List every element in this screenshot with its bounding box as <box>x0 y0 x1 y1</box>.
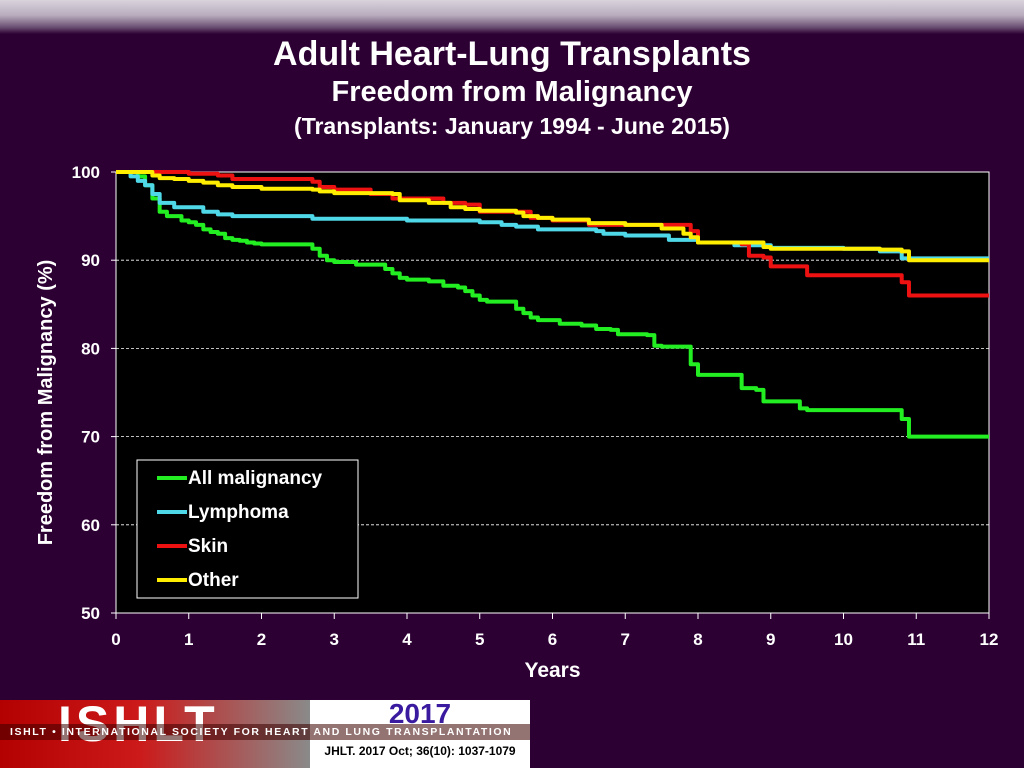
x-tick-label: 5 <box>475 630 484 649</box>
y-tick-label: 70 <box>81 428 100 447</box>
x-tick-label: 8 <box>693 630 702 649</box>
legend-label: Other <box>188 570 239 591</box>
legend-label: All malignancy <box>188 468 323 489</box>
x-tick-label: 10 <box>834 630 853 649</box>
x-tick-label: 7 <box>621 630 630 649</box>
y-tick-label: 80 <box>81 339 100 358</box>
x-tick-label: 9 <box>766 630 775 649</box>
legend-label: Skin <box>188 536 228 557</box>
chart-subtitle: Freedom from Malignancy <box>331 76 693 108</box>
x-tick-label: 11 <box>907 630 925 649</box>
x-tick-label: 4 <box>402 630 412 649</box>
chart-title: Adult Heart-Lung Transplants <box>273 35 751 73</box>
y-tick-label: 60 <box>81 516 100 535</box>
citation: JHLT. 2017 Oct; 36(10): 1037-1079 <box>324 744 516 758</box>
x-tick-label: 2 <box>257 630 266 649</box>
y-tick-label: 50 <box>81 604 100 623</box>
y-axis-label: Freedom from Malignancy (%) <box>35 260 57 546</box>
series-line-all-malignancy <box>116 170 989 439</box>
x-tick-label: 1 <box>184 630 193 649</box>
report-year: 2017 <box>388 698 452 729</box>
series-line-skin <box>116 170 989 298</box>
legend-label: Lymphoma <box>188 502 289 523</box>
top-banner <box>0 0 1024 34</box>
x-tick-label: 0 <box>111 630 120 649</box>
x-tick-label: 3 <box>330 630 339 649</box>
title-block: Adult Heart-Lung Transplants Freedom fro… <box>0 34 1024 142</box>
series-line-lymphoma <box>116 170 989 261</box>
x-tick-label: 12 <box>980 630 999 649</box>
series-line-other <box>116 170 989 263</box>
x-tick-label: 6 <box>548 630 557 649</box>
legend: All malignancy Lymphoma Skin Other <box>136 459 359 599</box>
x-axis-label: Years <box>524 659 580 682</box>
legend-box <box>136 459 359 599</box>
chart-period: (Transplants: January 1994 - June 2015) <box>294 113 730 139</box>
y-tick-label: 100 <box>72 163 100 182</box>
y-tick-label: 90 <box>81 251 100 270</box>
society-name-strip: ISHLT • INTERNATIONAL SOCIETY FOR HEART … <box>0 724 530 740</box>
